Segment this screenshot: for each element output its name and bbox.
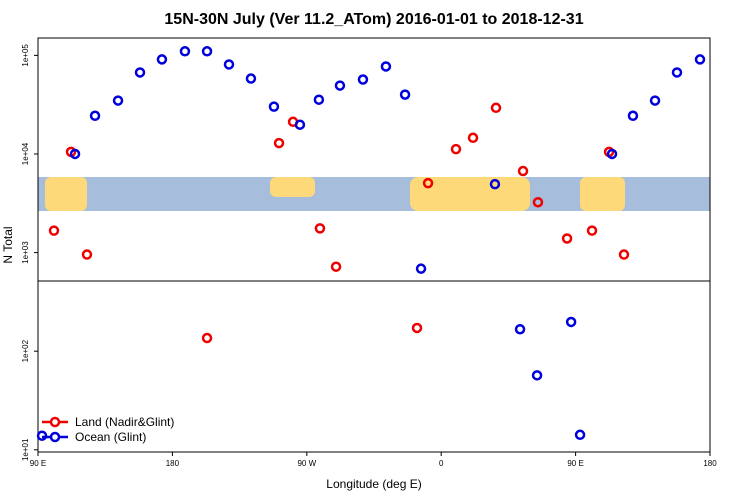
y-tick-label: 1e+01	[21, 438, 30, 461]
point	[201, 332, 213, 344]
legend-label: Land (Nadir&Glint)	[75, 415, 174, 429]
y-tick-label: 1e+03	[21, 241, 30, 264]
point	[294, 119, 306, 130]
point	[245, 73, 257, 84]
x-tick-label: 90 W	[297, 459, 316, 468]
point	[156, 54, 168, 65]
point	[330, 261, 342, 272]
y-axis-label: N Total	[1, 226, 15, 263]
x-tick-label: 180	[703, 459, 717, 468]
point	[411, 322, 423, 334]
point	[399, 89, 411, 100]
point	[467, 132, 479, 144]
point	[81, 249, 93, 260]
chart-title: 15N-30N July (Ver 11.2_ATom) 2016-01-01 …	[164, 11, 583, 28]
x-tick-label: 180	[166, 459, 180, 468]
point	[517, 165, 529, 177]
legend-marker	[49, 416, 61, 428]
point	[380, 61, 392, 72]
x-tick-label: 90 E	[30, 459, 46, 468]
point	[48, 225, 60, 236]
point	[627, 110, 639, 122]
y-tick-label: 1e+02	[21, 339, 30, 362]
point	[586, 225, 598, 236]
point	[565, 316, 577, 328]
point	[334, 80, 346, 91]
point	[273, 137, 285, 149]
point	[313, 94, 325, 105]
point	[574, 429, 586, 441]
point	[514, 323, 526, 335]
x-tick-label: 90 E	[567, 459, 583, 468]
point	[314, 223, 326, 234]
point	[357, 74, 369, 85]
point	[671, 67, 683, 78]
point	[422, 177, 434, 189]
point	[649, 95, 661, 106]
point	[201, 46, 213, 57]
point	[489, 178, 501, 190]
y-tick-label: 1e+04	[21, 142, 30, 165]
y-tick-label: 1e+05	[21, 44, 30, 67]
x-axis-label: Longitude (deg E)	[326, 477, 421, 491]
point	[134, 67, 146, 78]
point	[694, 54, 706, 65]
point	[112, 95, 124, 106]
point	[618, 249, 630, 260]
point	[89, 110, 101, 122]
point	[415, 263, 427, 274]
point	[69, 148, 81, 160]
point	[531, 370, 543, 381]
point	[561, 233, 573, 244]
point	[223, 59, 235, 70]
x-tick-label: 0	[439, 459, 444, 468]
point	[532, 196, 544, 208]
plot-frame	[37, 37, 711, 453]
point	[450, 143, 462, 155]
legend-label: Ocean (Glint)	[75, 430, 146, 444]
point	[36, 430, 48, 441]
point	[179, 46, 191, 57]
map-strip	[38, 177, 710, 211]
point	[490, 102, 502, 114]
point	[268, 101, 280, 112]
legend-marker	[49, 431, 61, 443]
point	[606, 148, 618, 160]
